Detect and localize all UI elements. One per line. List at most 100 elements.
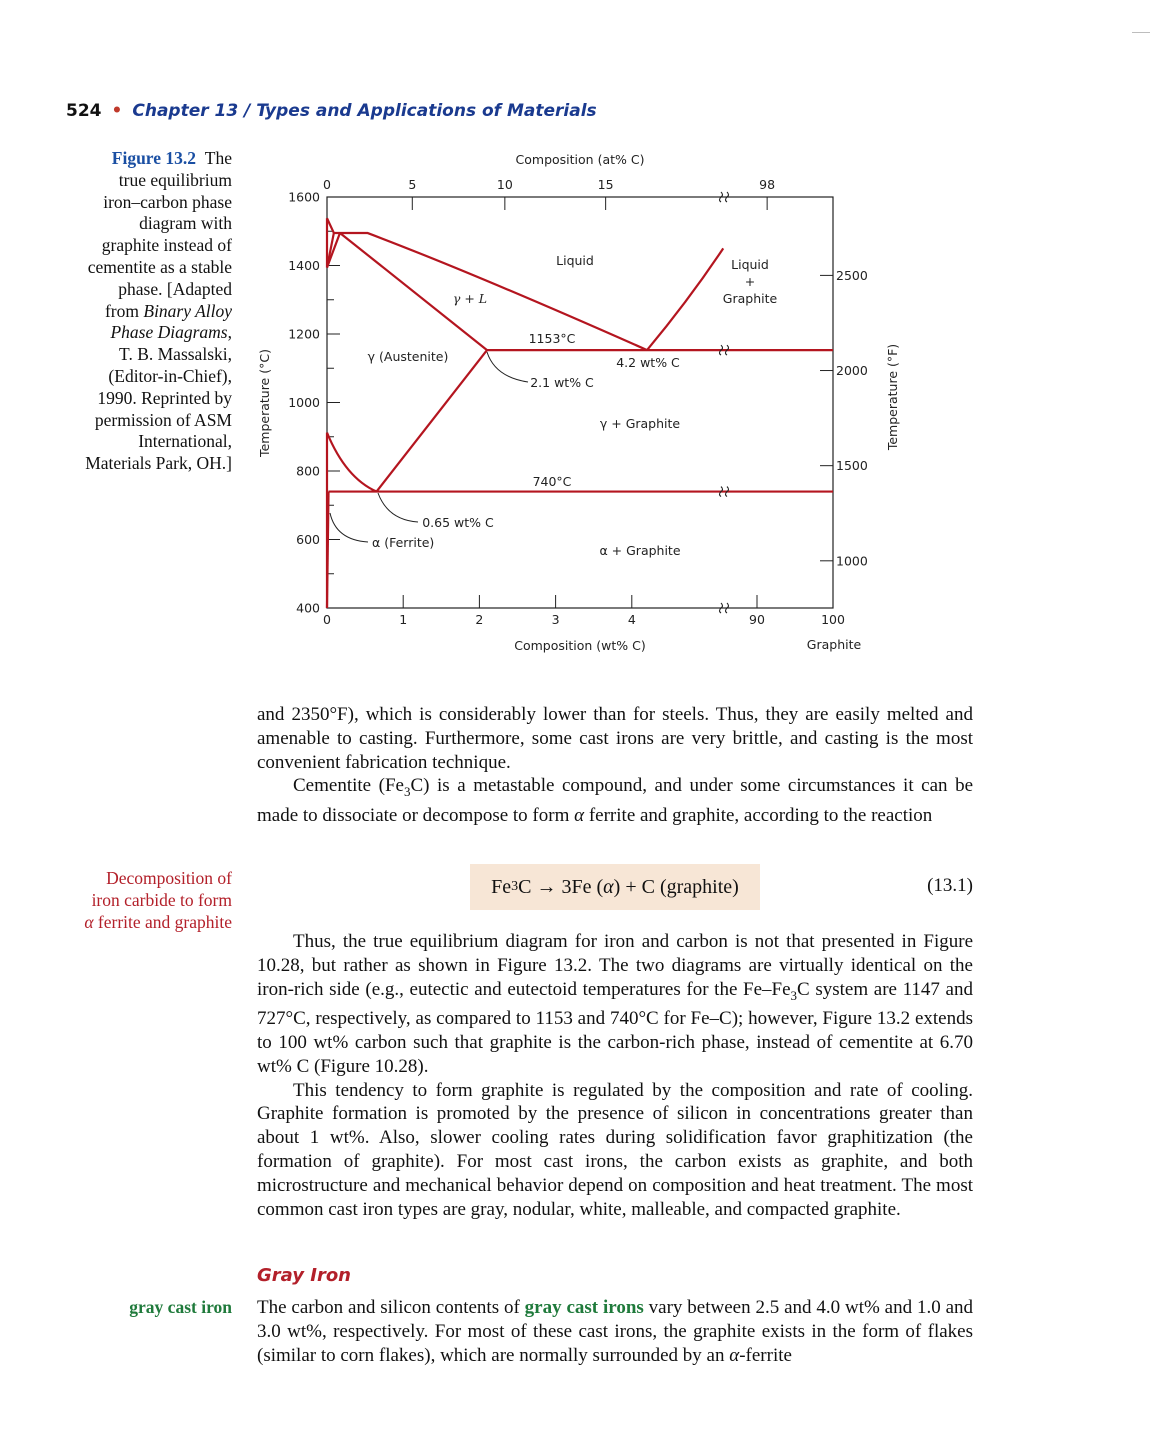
label-liquid-graphite-1: Liquid: [731, 257, 769, 272]
label-austenite: γ (Austenite): [368, 349, 449, 364]
break-mark-eutectic: [718, 344, 730, 356]
break-mark-top: [718, 191, 730, 203]
text-run: Thus, the true equilibrium diagram for i…: [257, 931, 973, 1000]
leader-ferrite: [329, 512, 369, 543]
label-alpha-graphite: α + Graphite: [599, 543, 680, 558]
caption-line: The: [204, 148, 232, 168]
y-tick-label: 1000: [288, 395, 320, 410]
corner-label-graphite: Graphite: [807, 637, 862, 652]
paragraph-continuation: and 2350°F), which is considerably lower…: [257, 704, 973, 773]
caption-line: iron–carbon phase: [103, 191, 232, 212]
label-liquid-graphite-2: +: [745, 274, 755, 289]
y-tick-label: 800: [296, 464, 320, 479]
phase-boundary-0: [326, 217, 648, 352]
phase-boundary-4: [375, 349, 488, 493]
x-tick-label: 100: [821, 612, 845, 627]
text-run: -ferrite: [739, 1344, 792, 1366]
running-head: 524 • Chapter 13 / Types and Applications …: [66, 101, 597, 121]
annotation-2-1: 2.1 wt% C: [530, 375, 594, 390]
paragraph-true-equilibrium: Thus, the true equilibrium diagram for i…: [257, 930, 973, 1079]
body-paragraphs-middle: Thus, the true equilibrium diagram for i…: [257, 930, 973, 1221]
x-top-tick-label: 0: [323, 177, 331, 192]
caption-line: cementite as a stable: [87, 256, 232, 277]
caption-line: ,: [227, 322, 232, 343]
caption-line: from: [104, 300, 144, 321]
break-mark-bottom: [718, 602, 730, 614]
text-run: vary between 2.5 and 4.0 wt% and 1.0 and…: [257, 1297, 974, 1366]
x-tick-label: 2: [475, 612, 483, 627]
y-axis-title: Temperature (°C): [257, 349, 272, 458]
x-axis-title: Composition (wt% C): [514, 638, 646, 653]
alpha-symbol: α: [603, 875, 614, 898]
x-top-tick-label: 98: [759, 177, 775, 192]
x-tick-label: 0: [323, 612, 331, 627]
key-term: gray cast irons: [524, 1297, 644, 1318]
annotation-740: 740°C: [533, 474, 572, 489]
annotation-4-2: 4.2 wt% C: [616, 355, 680, 370]
annotation-0-65: 0.65 wt% C: [422, 515, 494, 530]
note-line: iron carbide to form: [91, 889, 232, 910]
caption-line: T. B. Massalski,: [119, 344, 232, 365]
text-run: C system are 1147 and 727°C, respectivel…: [257, 978, 973, 1077]
y-tick-label: 600: [296, 532, 320, 547]
label-liquid-graphite-3: Graphite: [723, 291, 778, 306]
caption-line: (Editor-in-Chief),: [108, 365, 232, 386]
text-run: C) is a metastable compound, and under s…: [257, 775, 973, 826]
x-tick-label: 4: [628, 612, 636, 627]
x-tick-label: 1: [399, 612, 407, 627]
figure-label: Figure 13.2: [111, 148, 197, 168]
label-gamma-liquid: γ + L: [453, 291, 487, 306]
text-run: ferrite and graphite, according to the r…: [584, 804, 933, 826]
x-top-tick-label: 5: [408, 177, 416, 192]
axis-break-marks: [718, 191, 730, 614]
caption-line: true equilibrium: [118, 169, 232, 190]
y-tick-label: 1400: [288, 258, 320, 273]
caption-book-title: Binary Alloy: [143, 300, 232, 321]
break-mark-eutectoid: [718, 486, 730, 498]
y-right-tick-label: 2000: [836, 363, 868, 378]
leader-0-65: [377, 492, 419, 523]
text-run: The carbon and silicon contents of: [257, 1297, 525, 1318]
caption-line: 1990. Reprinted by: [97, 387, 232, 408]
text-run: Cementite (Fe: [293, 775, 404, 797]
y-right-tick-label: 1000: [836, 553, 868, 568]
caption-line: permission of ASM: [94, 409, 232, 430]
phase-boundary-5: [325, 432, 377, 493]
y-right-tick-label: 1500: [836, 458, 868, 473]
body-paragraphs-bottom: The carbon and silicon contents of gray …: [257, 1296, 973, 1367]
x-tick-label: 90: [749, 612, 765, 627]
margin-note-decomposition: Decomposition of iron carbide to form α …: [40, 868, 232, 933]
equation-text: ) + C (graphite): [613, 875, 739, 898]
margin-note-gray-cast-iron: gray cast iron: [129, 1297, 232, 1317]
paragraph-gray-iron: The carbon and silicon contents of gray …: [257, 1296, 973, 1367]
equation-number: (13.1): [927, 875, 973, 896]
chapter-title: Chapter 13 / Types and Applications of M…: [132, 101, 597, 121]
caption-line: phase. [Adapted: [118, 278, 232, 299]
x-top-tick-label: 15: [598, 177, 614, 192]
phase-boundary-9: [325, 232, 341, 268]
equation-text: Fe: [491, 875, 512, 898]
label-liquid: Liquid: [556, 253, 594, 268]
phase-boundary-2: [339, 232, 488, 351]
subscript: 3: [790, 987, 798, 1003]
y-tick-label: 1200: [288, 327, 320, 342]
label-ferrite: α (Ferrite): [372, 535, 434, 550]
leader-2-1: [486, 351, 529, 383]
caption-line: International,: [138, 431, 232, 452]
note-line: ferrite and graphite: [93, 911, 232, 932]
top-axis-title: Composition (at% C): [516, 152, 645, 167]
axis-ticks: 4006008001000120014001600100015002000250…: [288, 177, 868, 627]
y-tick-label: 400: [296, 601, 320, 616]
annotation-1153: 1153°C: [529, 331, 576, 346]
equation-subscript: 3: [511, 879, 519, 894]
phase-boundaries: [325, 217, 833, 609]
body-paragraphs-top: and 2350°F), which is considerably lower…: [257, 703, 973, 828]
paragraph-graphite-tendency: This tendency to form graphite is regula…: [257, 1079, 973, 1220]
phase-boundary-1: [646, 247, 725, 351]
phase-diagram-svg: 4006008001000120014001600100015002000250…: [257, 152, 900, 653]
equation-13-1: Fe 3 C → 3Fe (α) + C (graphite): [470, 864, 760, 910]
phase-diagram: 400 600 800 1000 1200 1400 1600 1000 1500 2000 250…: [250, 145, 910, 665]
y-axis-right-title: Temperature (°F): [885, 344, 900, 451]
caption-line: Materials Park, OH.]: [85, 453, 232, 474]
section-heading-gray-iron: Gray Iron: [257, 1265, 351, 1286]
